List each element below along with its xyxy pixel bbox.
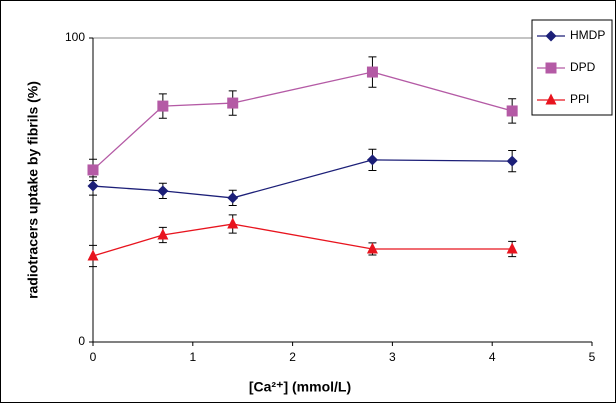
marker — [366, 66, 378, 78]
y-tick-label: 100 — [65, 30, 85, 44]
x-tick-label: 4 — [489, 350, 496, 364]
legend-label: PPI — [570, 92, 589, 106]
marker — [87, 180, 99, 192]
y-tick-label: 0 — [78, 334, 85, 348]
marker — [366, 154, 378, 166]
legend-marker — [545, 62, 557, 74]
marker — [87, 249, 99, 261]
legend-marker — [545, 93, 557, 105]
x-tick-label: 3 — [389, 350, 396, 364]
marker — [506, 105, 518, 117]
marker — [227, 217, 239, 229]
marker — [366, 242, 378, 254]
x-tick-label: 2 — [289, 350, 296, 364]
marker — [227, 192, 239, 204]
legend-label: HMDP — [570, 28, 605, 42]
marker — [157, 228, 169, 240]
y-axis-label: radiotracers uptake by fibrils (%) — [25, 81, 41, 299]
x-tick-label: 1 — [189, 350, 196, 364]
x-tick-label: 0 — [90, 350, 97, 364]
x-tick-label: 5 — [589, 350, 596, 364]
legend-label: DPD — [570, 60, 596, 74]
marker — [157, 185, 169, 197]
marker — [157, 100, 169, 112]
marker — [506, 155, 518, 167]
x-axis-label: [Ca²⁺] (mmol/L) — [249, 379, 351, 395]
marker — [227, 97, 239, 109]
marker — [87, 164, 99, 176]
legend-marker — [545, 30, 557, 42]
marker — [506, 242, 518, 254]
